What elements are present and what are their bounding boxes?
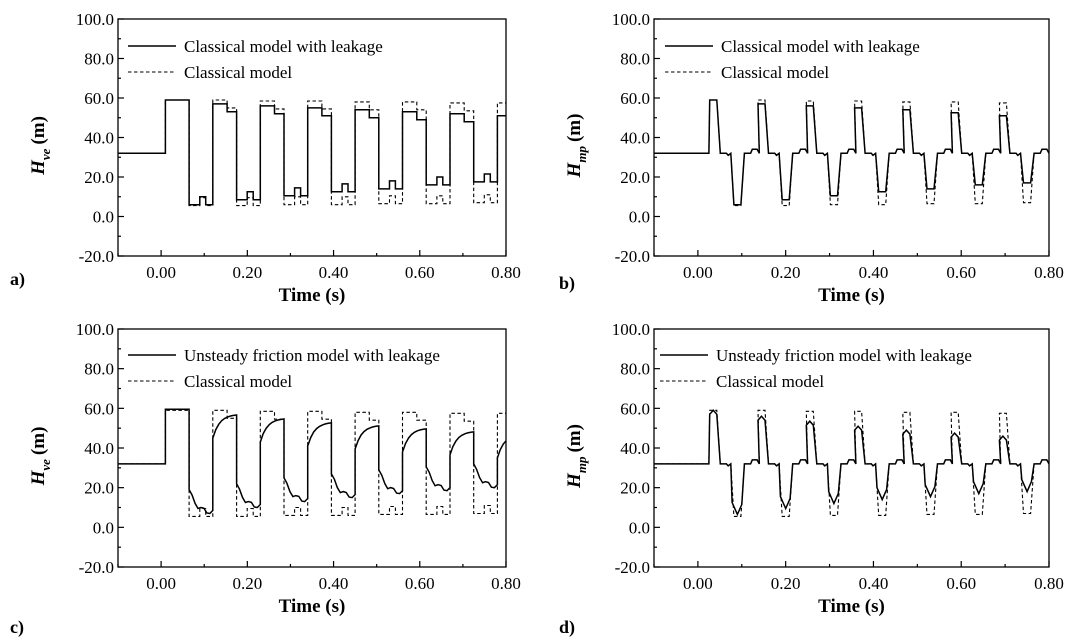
- series-line-leakage: [118, 408, 506, 515]
- y-tick-label: 20.0: [620, 479, 650, 498]
- series-line-classical: [118, 99, 506, 207]
- series-line-leakage: [118, 99, 506, 206]
- x-tick-label: 0.20: [771, 574, 801, 593]
- y-tick-label: 40.0: [84, 129, 114, 148]
- series-line-classical: [654, 99, 1049, 207]
- y-tick-label: 100.0: [612, 10, 650, 29]
- panel-letter: b): [559, 273, 575, 294]
- x-axis-label: Time (s): [279, 285, 346, 306]
- legend-label: Unsteady friction model with leakage: [184, 346, 440, 365]
- y-tick-label: 20.0: [84, 168, 114, 187]
- legend-label: Classical model: [184, 63, 292, 82]
- x-tick-label: 0.00: [146, 574, 176, 593]
- y-axis-label: Hve(m): [28, 427, 53, 487]
- y-tick-label: 60.0: [620, 399, 650, 418]
- y-tick-label: 60.0: [84, 89, 114, 108]
- y-tick-label: 0.0: [93, 208, 114, 227]
- x-axis-label: Time (s): [818, 596, 885, 617]
- y-tick-label: 20.0: [84, 479, 114, 498]
- y-tick-label: 100.0: [76, 10, 114, 29]
- y-tick-label: -20.0: [79, 558, 114, 577]
- chart-panel-d: -20.0 0.0 20.0 40.0 60.0 80.0 100.0 0.00 0.20 0.4…: [559, 320, 1064, 638]
- x-tick-label: 0.20: [232, 263, 262, 282]
- chart-panel-b: -20.0 0.0 20.0 40.0 60.0 80.0 100.0 0.00 0.20 0.4…: [559, 10, 1064, 306]
- y-tick-label: 80.0: [620, 50, 650, 69]
- x-tick-label: 0.80: [1034, 574, 1064, 593]
- series-line-classical: [654, 409, 1049, 517]
- y-tick-label: 0.0: [93, 518, 114, 537]
- x-tick-label: 0.20: [232, 574, 262, 593]
- y-tick-label: 80.0: [84, 50, 114, 69]
- y-axis-label: Hmp(m): [564, 114, 589, 179]
- y-tick-label: 20.0: [620, 168, 650, 187]
- x-axis-label: Time (s): [279, 596, 346, 617]
- y-tick-label: 40.0: [620, 129, 650, 148]
- x-tick-label: 0.60: [946, 574, 976, 593]
- y-tick-label: 0.0: [629, 518, 650, 537]
- y-tick-label: 60.0: [620, 89, 650, 108]
- legend-label: Unsteady friction model with leakage: [716, 346, 972, 365]
- legend-label: Classical model with leakage: [184, 37, 383, 56]
- x-tick-label: 0.60: [946, 263, 976, 282]
- chart-panel-a: -20.0 0.0 20.0 40.0 60.0 80.0 100.0 0.00 0.20 0.4…: [10, 10, 521, 306]
- y-tick-label: 40.0: [620, 439, 650, 458]
- y-tick-label: 100.0: [612, 320, 650, 339]
- panel-letter: d): [559, 617, 575, 638]
- x-tick-label: 0.80: [491, 263, 521, 282]
- x-tick-label: 0.60: [405, 263, 435, 282]
- series-line-leakage: [654, 409, 1049, 517]
- x-tick-label: 0.40: [859, 574, 889, 593]
- x-tick-label: 0.00: [683, 263, 713, 282]
- x-tick-label: 0.20: [771, 263, 801, 282]
- y-tick-label: -20.0: [615, 247, 650, 266]
- y-tick-label: 80.0: [84, 360, 114, 379]
- y-tick-label: -20.0: [615, 558, 650, 577]
- panel-letter: c): [10, 617, 24, 638]
- x-tick-label: 0.40: [859, 263, 889, 282]
- x-tick-label: 0.40: [319, 263, 349, 282]
- legend-label: Classical model: [184, 372, 292, 391]
- y-tick-label: 40.0: [84, 439, 114, 458]
- y-tick-label: 100.0: [76, 320, 114, 339]
- x-tick-label: 0.00: [683, 574, 713, 593]
- legend-label: Classical model with leakage: [721, 37, 920, 56]
- y-axis-label: Hve(m): [28, 116, 53, 176]
- x-tick-label: 0.60: [405, 574, 435, 593]
- y-axis-label: Hmp(m): [564, 424, 589, 489]
- x-axis-label: Time (s): [818, 285, 885, 306]
- y-tick-label: 60.0: [84, 399, 114, 418]
- x-tick-label: 0.80: [1034, 263, 1064, 282]
- chart-panel-c: -20.0 0.0 20.0 40.0 60.0 80.0 100.0 0.00 0.20 0.4…: [10, 320, 521, 638]
- x-tick-label: 0.40: [319, 574, 349, 593]
- panel-letter: a): [10, 269, 25, 290]
- y-tick-label: 0.0: [629, 208, 650, 227]
- x-tick-label: 0.00: [146, 263, 176, 282]
- legend-label: Classical model: [716, 372, 824, 391]
- series-line-leakage: [654, 99, 1049, 206]
- x-tick-label: 0.80: [491, 574, 521, 593]
- y-tick-label: -20.0: [79, 247, 114, 266]
- y-tick-label: 80.0: [620, 360, 650, 379]
- legend-label: Classical model: [721, 63, 829, 82]
